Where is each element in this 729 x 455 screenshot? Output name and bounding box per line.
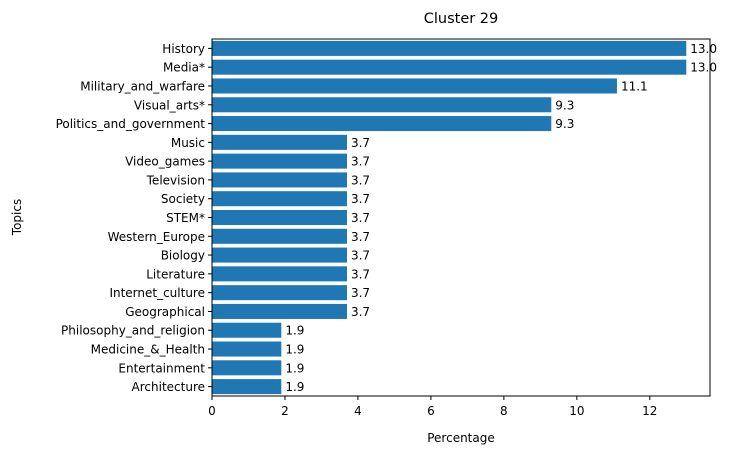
- x-axis-label: Percentage: [427, 431, 495, 445]
- bar: [212, 228, 347, 244]
- bars-group: [212, 40, 687, 395]
- bar-value-label: 3.7: [351, 173, 370, 187]
- bar: [212, 360, 282, 376]
- bar-value-label: 11.1: [621, 79, 648, 93]
- bar: [212, 303, 347, 319]
- y-tick-label: Literature: [146, 267, 205, 281]
- y-tick-label: Military_and_warfare: [80, 79, 205, 93]
- x-axis-ticks: 0 2 4 6 8 10 12: [208, 396, 657, 418]
- bar: [212, 285, 347, 301]
- y-tick-label: History: [162, 42, 205, 56]
- y-tick-label: STEM*: [166, 211, 205, 225]
- y-axis-ticks: History Media* Military_and_warfare Visual_…: [56, 42, 212, 394]
- y-tick-label: Politics_and_government: [56, 117, 206, 131]
- bar: [212, 59, 687, 75]
- bar-value-label: 3.7: [351, 136, 370, 150]
- bar-value-label: 3.7: [351, 305, 370, 319]
- y-tick-label: Television: [146, 173, 205, 187]
- bar-value-label: 3.7: [351, 155, 370, 169]
- y-tick-label: Medicine_&_Health: [91, 343, 205, 357]
- bar: [212, 97, 552, 113]
- bar: [212, 341, 282, 357]
- bar: [212, 247, 347, 263]
- value-labels-group: 13.0 13.0 11.1 9.3 9.3 3.7 3.7 3.7 3.7 3.7 3.7 3.7 3…: [285, 42, 717, 394]
- y-tick-label: Society: [161, 192, 205, 206]
- x-tick-label: 8: [500, 404, 508, 418]
- bar-value-label: 9.3: [555, 117, 574, 131]
- y-tick-label: Philosophy_and_religion: [61, 324, 205, 338]
- bar-value-label: 9.3: [555, 98, 574, 112]
- bar: [212, 209, 347, 226]
- y-tick-label: Architecture: [132, 380, 205, 394]
- y-tick-label: Biology: [161, 249, 205, 263]
- y-tick-label: Entertainment: [118, 361, 205, 375]
- y-tick-label: Video_games: [125, 155, 205, 169]
- bar-value-label: 3.7: [351, 286, 370, 300]
- y-tick-label: Western_Europe: [108, 230, 205, 244]
- bar: [212, 191, 347, 207]
- bar: [212, 153, 347, 169]
- y-axis-label: Topics: [10, 199, 24, 236]
- bar: [212, 134, 347, 150]
- y-tick-label: Music: [171, 136, 205, 150]
- chart-title: Cluster 29: [424, 11, 499, 27]
- plot-frame: [211, 38, 711, 397]
- x-tick-label: 12: [642, 404, 657, 418]
- bar-value-label: 13.0: [690, 61, 717, 75]
- bar: [212, 116, 552, 132]
- x-tick-label: 2: [281, 404, 289, 418]
- bar-value-label: 13.0: [690, 42, 717, 56]
- x-tick-label: 6: [427, 404, 435, 418]
- y-tick-label: Internet_culture: [109, 286, 205, 300]
- bar-value-label: 3.7: [351, 192, 370, 206]
- x-tick-label: 10: [569, 404, 584, 418]
- bar: [212, 322, 282, 338]
- y-tick-label: Media*: [163, 61, 205, 75]
- bar-value-label: 3.7: [351, 267, 370, 281]
- bar-value-label: 1.9: [285, 343, 304, 357]
- x-tick-label: 0: [208, 404, 216, 418]
- y-tick-label: Geographical: [125, 305, 205, 319]
- bar: [212, 172, 347, 188]
- bar-value-label: 1.9: [285, 324, 304, 338]
- x-tick-label: 4: [354, 404, 362, 418]
- bar: [212, 379, 282, 395]
- bar-value-label: 3.7: [351, 211, 370, 225]
- bar-value-label: 1.9: [285, 380, 304, 394]
- bar: [212, 40, 687, 56]
- bar-value-label: 3.7: [351, 230, 370, 244]
- bar: [212, 266, 347, 282]
- bar-value-label: 3.7: [351, 249, 370, 263]
- bar: [212, 78, 617, 94]
- bar-value-label: 1.9: [285, 361, 304, 375]
- y-tick-label: Visual_arts*: [134, 98, 205, 112]
